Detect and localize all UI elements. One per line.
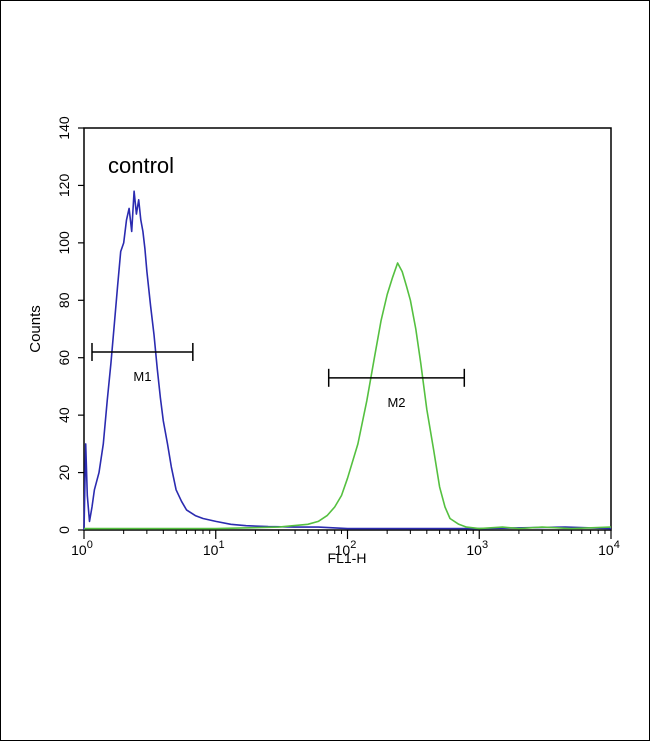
y-tick-label: 80 xyxy=(56,292,72,308)
marker-label: M1 xyxy=(133,369,151,384)
y-tick-label: 60 xyxy=(56,350,72,366)
y-tick-label: 40 xyxy=(56,407,72,423)
plot-area xyxy=(83,127,612,531)
y-tick-label: 140 xyxy=(56,116,72,140)
series-line-0 xyxy=(83,190,612,531)
x-axis-label: FL1-H xyxy=(328,550,367,566)
y-axis: 0 20 40 60 80 100 120 140 xyxy=(56,116,84,534)
x-tick-label: 100 xyxy=(71,539,93,558)
x-axis: 100 101 102 103 104 xyxy=(71,530,620,558)
y-tick-label: 100 xyxy=(56,231,72,255)
plot-border xyxy=(83,127,612,531)
series-layer xyxy=(83,190,612,531)
y-axis-label: Counts xyxy=(27,305,44,353)
x-tick-label: 101 xyxy=(203,539,225,558)
gate-markers: M1 M2 xyxy=(91,342,466,410)
y-tick-label: 0 xyxy=(56,526,72,534)
control-annotation: control xyxy=(108,153,174,178)
x-tick-label: 104 xyxy=(598,539,620,558)
series-line-1 xyxy=(84,262,612,530)
x-tick-label: 102 xyxy=(335,539,357,558)
marker-label: M2 xyxy=(387,395,405,410)
y-tick-label: 120 xyxy=(56,174,72,198)
y-tick-label: 20 xyxy=(56,465,72,481)
x-tick-label: 103 xyxy=(466,539,488,558)
